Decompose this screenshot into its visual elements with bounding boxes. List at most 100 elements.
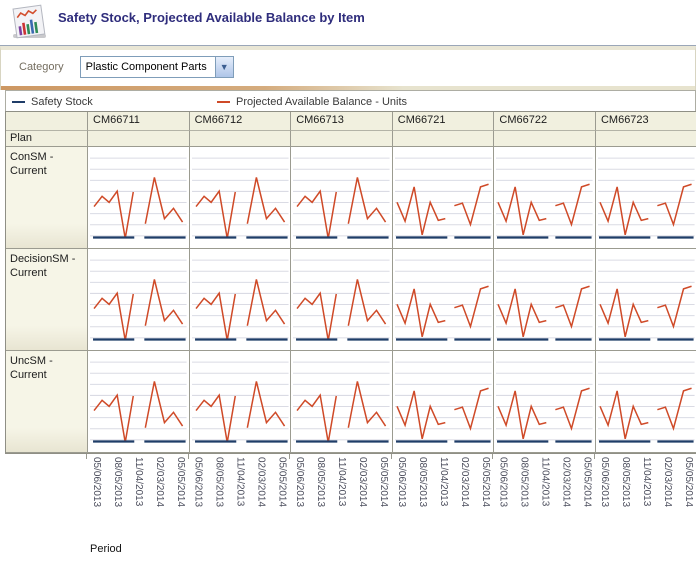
date-tick-label: 11/04/2013 <box>234 457 246 507</box>
sparkline-svg <box>597 361 695 443</box>
category-select[interactable]: Plastic Component Parts ▼ <box>79 56 234 78</box>
x-axis-column: 05/06/2013 08/05/2013 11/04/2013 02/03/2014… <box>492 454 594 534</box>
date-tick-label: 08/05/2013 <box>518 457 530 508</box>
item-column-header: CM66722 <box>493 112 595 131</box>
category-label: Category <box>19 61 64 73</box>
date-tick-label: 02/03/2014 <box>661 457 673 508</box>
plan-cell <box>290 131 392 147</box>
sparkline-svg <box>90 361 187 443</box>
sparkline-cell <box>391 351 494 453</box>
pab-line <box>296 189 338 239</box>
plan-cell <box>594 131 696 147</box>
header-divider <box>0 45 696 46</box>
plan-row-header: Plan <box>6 131 87 147</box>
x-axis-column: 05/06/2013 08/05/2013 11/04/2013 02/03/2014… <box>187 454 290 534</box>
pab-line <box>555 387 591 432</box>
pab-line <box>599 390 649 440</box>
chart-report-icon <box>12 4 46 39</box>
date-tick-label: 05/06/2013 <box>294 457 306 508</box>
plan-cell <box>391 131 494 147</box>
legend-line-swatch <box>217 100 230 103</box>
sparkline-cell <box>391 249 494 351</box>
item-column-header: CM66723 <box>594 112 696 131</box>
date-tick-label: 02/03/2014 <box>458 457 470 508</box>
legend-line-swatch <box>12 100 25 103</box>
legend-label: Safety Stock <box>31 95 93 108</box>
pab-line <box>93 393 135 443</box>
date-tick-label: 05/05/2014 <box>581 457 593 508</box>
sparkline-cell <box>87 147 189 249</box>
date-tick-label: 05/05/2014 <box>682 457 694 508</box>
sparkline-cell <box>188 351 291 453</box>
table-corner-cell <box>6 112 87 131</box>
item-column-header: CM66711 <box>87 112 189 131</box>
sparkline-cell <box>188 147 291 249</box>
date-tick-label: 05/05/2014 <box>378 457 390 508</box>
sparkline-svg <box>90 157 187 239</box>
plan-cell <box>188 131 291 147</box>
pab-line <box>453 285 489 330</box>
date-tick-label: 11/04/2013 <box>336 457 348 507</box>
chart-legend: Safety Stock Projected Available Balance … <box>5 90 696 112</box>
sparkline-svg <box>496 259 593 341</box>
sparkline-svg <box>597 157 695 239</box>
sparkline-svg <box>90 259 187 341</box>
date-tick-label: 11/04/2013 <box>133 457 144 507</box>
pab-line <box>497 186 547 236</box>
date-tick-label: 05/06/2013 <box>497 457 509 508</box>
date-tick-label: 08/05/2013 <box>315 457 327 508</box>
x-axis-tick <box>289 454 291 459</box>
sparkline-cell <box>493 351 595 453</box>
date-tick-label: 02/03/2014 <box>560 457 572 508</box>
pab-line <box>195 189 236 239</box>
pab-line <box>453 387 489 432</box>
date-tick-label: 05/05/2014 <box>276 457 288 508</box>
page-title: Safety Stock, Projected Available Balanc… <box>58 10 365 25</box>
pab-line <box>347 381 387 428</box>
date-tick-label: 11/04/2013 <box>539 457 551 507</box>
plan-row-label: UncSM - Current <box>6 351 87 453</box>
chevron-down-icon[interactable]: ▼ <box>214 57 233 77</box>
sparkline-svg <box>191 361 289 443</box>
sparkline-cell <box>188 249 291 351</box>
item-column-header: CM66713 <box>290 112 392 131</box>
pab-line <box>296 393 338 443</box>
x-axis-column: 05/06/2013 08/05/2013 11/04/2013 02/03/2014… <box>390 454 493 534</box>
pab-line <box>555 285 591 330</box>
date-tick-label: 11/04/2013 <box>640 457 652 507</box>
sparkline-cell <box>290 249 392 351</box>
x-axis-column: 05/06/2013 08/05/2013 11/04/2013 02/03/2014… <box>289 454 391 534</box>
x-axis-labels: 05/06/2013 08/05/2013 11/04/2013 02/03/2014… <box>5 454 696 534</box>
pab-line <box>144 279 184 326</box>
pab-line <box>657 285 692 330</box>
pab-line <box>599 186 649 236</box>
pab-line <box>93 189 135 239</box>
sparkline-cell <box>594 351 696 453</box>
filter-panel: Category Plastic Component Parts ▼ <box>0 46 696 90</box>
x-axis-tick <box>187 454 189 459</box>
pab-line <box>657 387 692 432</box>
date-tick-label: 05/06/2013 <box>91 457 102 508</box>
sparkline-cell <box>87 249 189 351</box>
date-tick-label: 02/03/2014 <box>154 457 165 508</box>
pab-line <box>93 291 135 341</box>
pab-line <box>396 390 446 440</box>
pab-line <box>195 393 236 443</box>
sparkline-cell <box>290 147 392 249</box>
category-selected-value: Plastic Component Parts <box>85 61 207 73</box>
date-tick-label: 08/05/2013 <box>112 457 123 508</box>
sparkline-svg <box>191 157 289 239</box>
x-axis-tick <box>390 454 392 459</box>
item-column-header: CM66712 <box>188 112 291 131</box>
plan-cell <box>87 131 189 147</box>
pab-line <box>246 177 285 224</box>
filter-panel-accent <box>1 86 695 90</box>
legend-label: Projected Available Balance - Units <box>236 95 408 108</box>
date-tick-label: 11/04/2013 <box>437 457 449 507</box>
pab-line <box>657 183 692 228</box>
sparkline-svg <box>496 157 593 239</box>
date-tick-label: 05/05/2014 <box>175 457 186 508</box>
trellis-table: CM66711 CM66712 CM66713 CM66721 CM66722 CM667… <box>5 111 696 454</box>
sparkline-svg <box>293 259 390 341</box>
